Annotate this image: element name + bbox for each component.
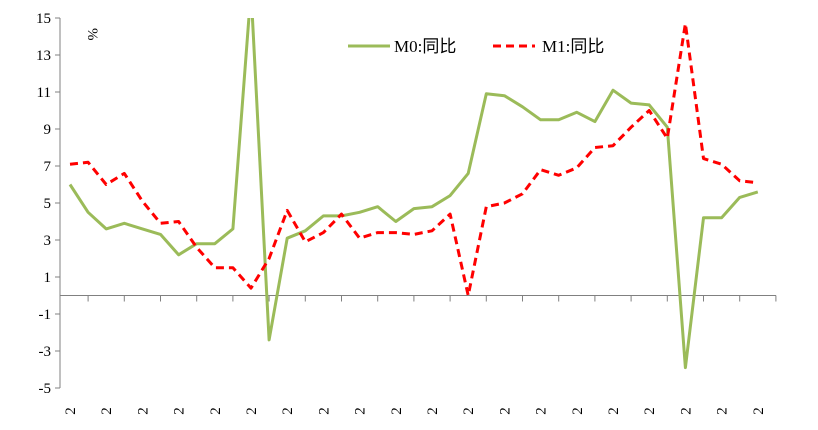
- y-tick-label: 5: [44, 196, 52, 212]
- x-tick-label: 2: [461, 407, 477, 415]
- y-tick-label: -5: [39, 381, 52, 397]
- x-tick-label: 2: [570, 407, 586, 415]
- series-line-m0: [68, 18, 759, 370]
- x-tick-label: 2: [63, 407, 79, 415]
- y-tick-label: -1: [39, 307, 52, 323]
- x-tick-label: 2: [534, 407, 550, 415]
- legend: M0:同比 M1:同比: [348, 37, 604, 56]
- x-tick-label: 2: [642, 407, 658, 415]
- x-tick-label: 2: [425, 407, 441, 415]
- x-tick-label: 2: [606, 407, 622, 415]
- y-axis: 15 13 11 9 7 5 3 1 -1 -3 -5: [36, 11, 61, 397]
- y-tick-label: 9: [44, 122, 52, 138]
- x-tick-label: 2: [172, 407, 188, 415]
- x-tick-label: 2: [751, 407, 767, 415]
- y-tick-label: 13: [36, 48, 51, 64]
- x-tick-label: 2: [208, 407, 224, 415]
- x-tick-label: 2: [389, 407, 405, 415]
- series-layer: [68, 18, 759, 370]
- x-tick-label: 2: [497, 407, 513, 415]
- x-axis: 2 2 2 2 2 2 2 2 2 2 2 2 2 2 2 2 2 2 2 2: [60, 295, 777, 415]
- legend-label-m1: M1:同比: [542, 37, 604, 56]
- y-tick-label: 3: [44, 233, 52, 249]
- x-tick-label: 2: [135, 407, 151, 415]
- y-tick-label: -3: [39, 344, 52, 360]
- x-tick-label: 2: [715, 407, 731, 415]
- x-tick-label: 2: [353, 407, 369, 415]
- y-unit-label: %: [84, 28, 100, 41]
- y-tick-label: 1: [44, 270, 52, 286]
- y-tick-label: 15: [36, 11, 51, 27]
- x-tick-label: 2: [280, 407, 296, 415]
- legend-label-m0: M0:同比: [394, 37, 456, 56]
- x-tick-label: 2: [678, 407, 694, 415]
- y-tick-label: 7: [44, 159, 52, 175]
- series-line-m1: [69, 22, 758, 297]
- x-tick-label: 2: [244, 407, 260, 415]
- x-tick-label: 2: [99, 407, 115, 415]
- y-tick-label: 11: [37, 85, 51, 101]
- x-tick-label: 2: [316, 407, 332, 415]
